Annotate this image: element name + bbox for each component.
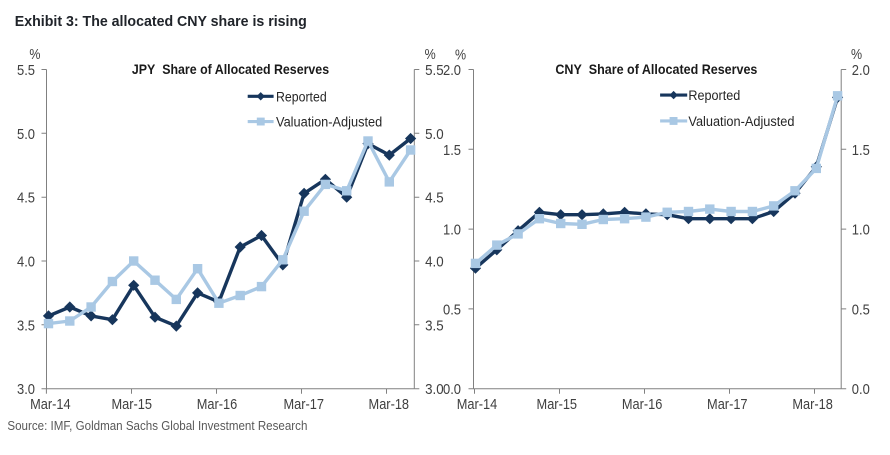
svg-text:Exhibit 3: The allocated CNY s: Exhibit 3: The allocated CNY share is ri… xyxy=(15,13,307,30)
svg-text:Reported: Reported xyxy=(688,88,740,103)
svg-text:1.0: 1.0 xyxy=(852,222,870,239)
svg-text:0.5: 0.5 xyxy=(852,301,870,318)
svg-text:0.0: 0.0 xyxy=(443,381,461,398)
svg-text:Mar-14: Mar-14 xyxy=(30,396,71,413)
svg-text:%: % xyxy=(425,46,436,63)
svg-text:Mar-18: Mar-18 xyxy=(369,396,410,413)
svg-text:1.5: 1.5 xyxy=(443,142,461,159)
svg-text:Source: IMF, Goldman Sachs Glo: Source: IMF, Goldman Sachs Global Invest… xyxy=(7,418,307,433)
svg-text:5.5: 5.5 xyxy=(17,62,35,79)
svg-text:Mar-14: Mar-14 xyxy=(457,396,498,413)
svg-text:Valuation-Adjusted: Valuation-Adjusted xyxy=(276,115,382,130)
svg-text:0.5: 0.5 xyxy=(443,301,461,318)
svg-text:4.5: 4.5 xyxy=(17,190,35,207)
svg-text:4.0: 4.0 xyxy=(425,254,444,271)
svg-text:2.0: 2.0 xyxy=(443,62,461,79)
svg-text:3.0: 3.0 xyxy=(17,381,35,398)
svg-text:5.5: 5.5 xyxy=(425,62,444,79)
svg-text:Mar-18: Mar-18 xyxy=(792,396,833,413)
svg-text:2.0: 2.0 xyxy=(852,62,870,79)
svg-text:Reported: Reported xyxy=(276,89,327,104)
svg-text:Mar-17: Mar-17 xyxy=(283,396,324,413)
svg-text:3.5: 3.5 xyxy=(425,317,444,334)
svg-text:5.0: 5.0 xyxy=(17,126,35,143)
svg-text:1.5: 1.5 xyxy=(852,142,870,159)
svg-text:CNY Share of Allocated Reserv: CNY Share of Allocated Reserves xyxy=(555,61,757,77)
svg-text:%: % xyxy=(455,47,466,64)
svg-text:%: % xyxy=(851,46,862,63)
svg-text:Mar-17: Mar-17 xyxy=(707,396,748,413)
svg-text:4.5: 4.5 xyxy=(425,190,444,207)
svg-text:Mar-15: Mar-15 xyxy=(537,396,578,413)
svg-text:3.0: 3.0 xyxy=(425,381,444,398)
svg-text:0.0: 0.0 xyxy=(852,381,870,398)
svg-text:5.0: 5.0 xyxy=(425,126,444,143)
svg-text:JPY Share of Allocated Reserv: JPY Share of Allocated Reserves xyxy=(132,61,329,77)
svg-text:Mar-15: Mar-15 xyxy=(111,396,152,413)
svg-text:1.0: 1.0 xyxy=(443,222,461,239)
svg-text:Valuation-Adjusted: Valuation-Adjusted xyxy=(688,114,794,129)
svg-text:%: % xyxy=(29,46,40,63)
svg-text:4.0: 4.0 xyxy=(17,254,35,271)
svg-text:Mar-16: Mar-16 xyxy=(622,396,663,413)
svg-text:Mar-16: Mar-16 xyxy=(197,396,238,413)
svg-text:3.5: 3.5 xyxy=(17,317,35,334)
